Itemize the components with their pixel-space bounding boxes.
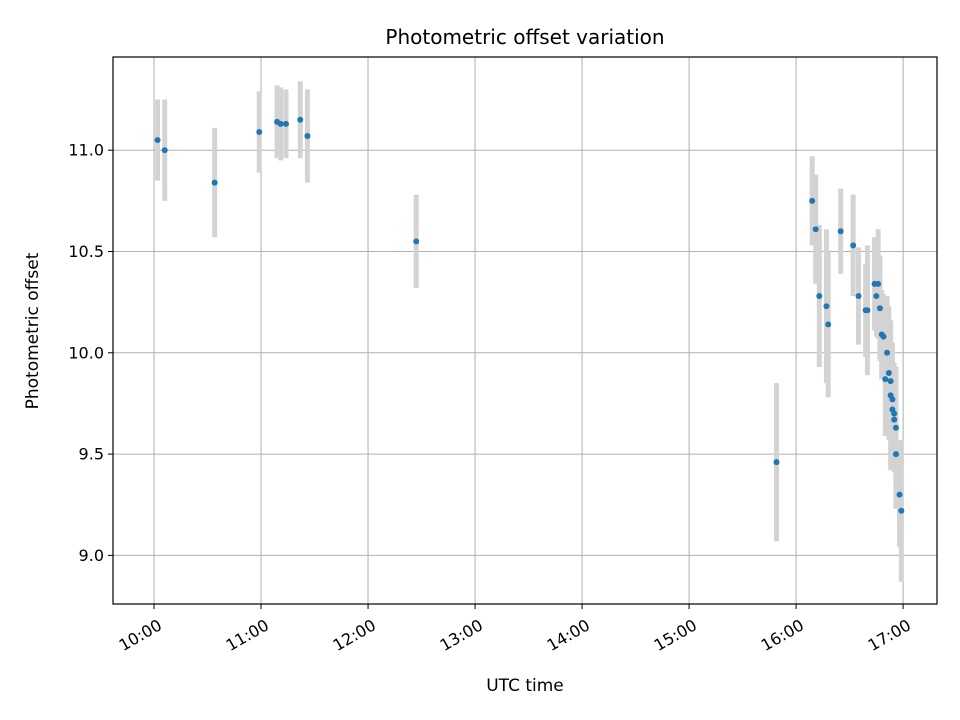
data-point bbox=[850, 242, 857, 249]
data-point bbox=[887, 378, 894, 385]
data-point bbox=[892, 424, 899, 431]
data-point bbox=[882, 376, 889, 383]
data-point bbox=[864, 307, 871, 314]
data-point bbox=[875, 280, 882, 287]
x-axis-label: UTC time bbox=[486, 676, 564, 696]
data-point bbox=[837, 228, 844, 235]
data-point bbox=[873, 293, 880, 300]
y-tick-label: 10.5 bbox=[68, 242, 104, 261]
data-point bbox=[211, 179, 218, 186]
y-axis-label: Photometric offset bbox=[23, 252, 43, 409]
data-point bbox=[884, 349, 891, 356]
data-point bbox=[855, 293, 862, 300]
grid bbox=[113, 57, 937, 604]
data-point bbox=[876, 305, 883, 312]
data-point bbox=[825, 321, 832, 328]
data-point bbox=[161, 147, 168, 154]
data-point bbox=[889, 396, 896, 403]
data-point bbox=[154, 137, 161, 144]
data-point bbox=[898, 507, 905, 514]
y-tick-label: 11.0 bbox=[68, 141, 104, 160]
data-point bbox=[773, 459, 780, 466]
data-point bbox=[304, 133, 311, 140]
data-point bbox=[885, 370, 892, 377]
data-point bbox=[809, 197, 816, 204]
data-point bbox=[283, 120, 290, 127]
data-point bbox=[891, 416, 898, 423]
data-point bbox=[812, 226, 819, 233]
data-point bbox=[823, 303, 830, 310]
data-point bbox=[891, 410, 898, 417]
data-point bbox=[413, 238, 420, 245]
data-point bbox=[277, 120, 284, 127]
y-tick-label: 9.0 bbox=[79, 546, 104, 565]
data-point bbox=[256, 128, 263, 135]
data-point bbox=[816, 293, 823, 300]
y-tick-label: 9.5 bbox=[79, 445, 104, 464]
plot-frame bbox=[112, 56, 938, 605]
y-tick-label: 10.0 bbox=[68, 343, 104, 362]
data-point bbox=[892, 451, 899, 458]
data-points bbox=[154, 116, 905, 514]
data-point bbox=[896, 491, 903, 498]
chart-title: Photometric offset variation bbox=[385, 25, 664, 49]
data-point bbox=[880, 333, 887, 340]
data-point bbox=[297, 116, 304, 123]
